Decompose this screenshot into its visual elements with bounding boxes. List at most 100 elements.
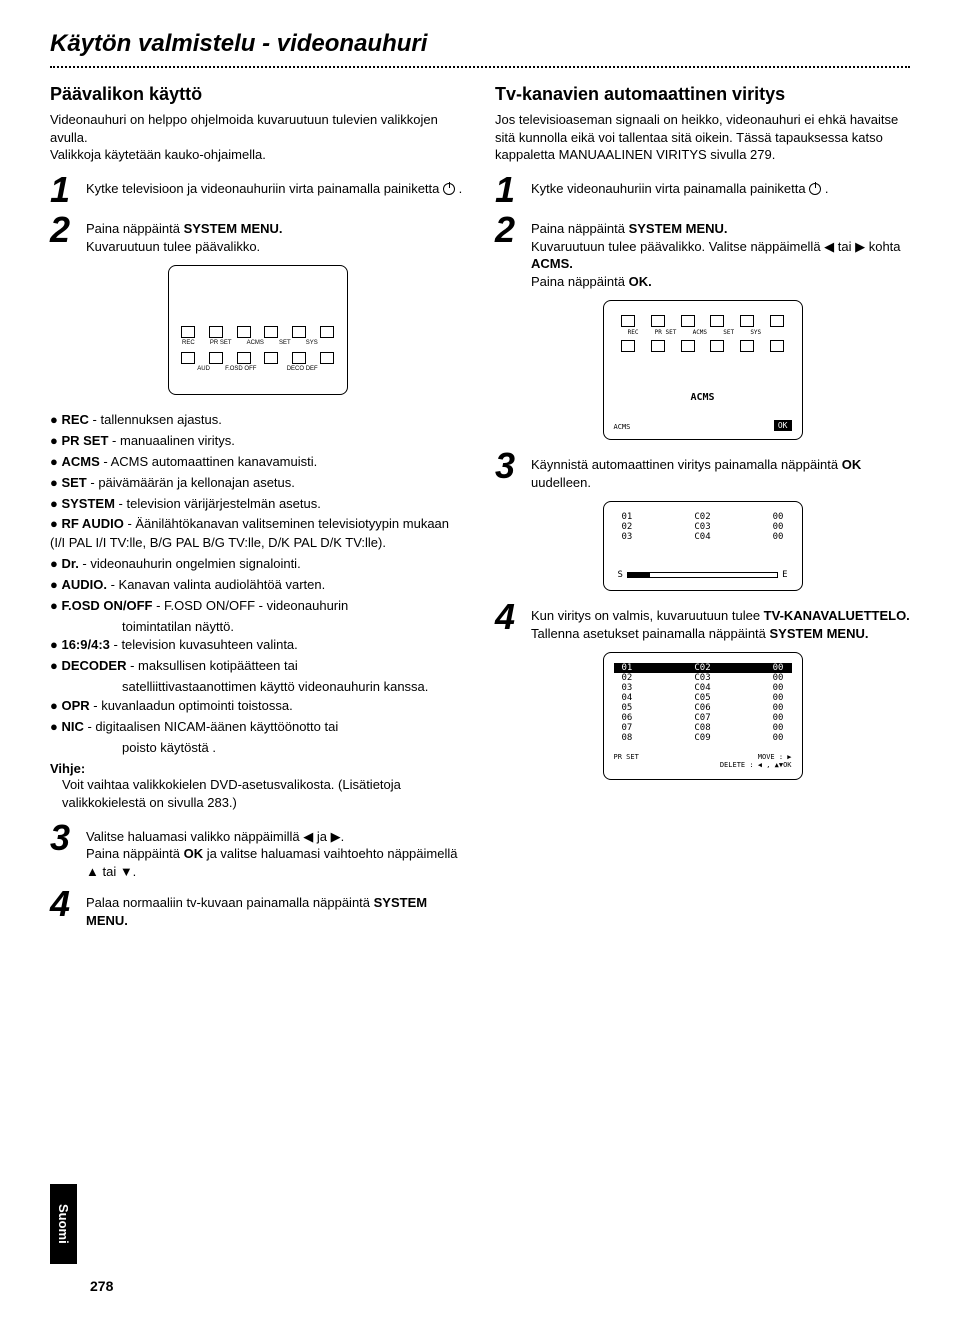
left-column: Päävalikon käyttö Videonauhuri on helppo… (50, 84, 465, 937)
bullet-item: F.OSD ON/OFF - F.OSD ON/OFF - videonauhu… (50, 597, 465, 616)
left-step-4: 4 Palaa normaaliin tv-kuvaan painamalla … (50, 888, 465, 929)
r-step1-text: Kytke videonauhuriin virta painamalla pa… (531, 181, 809, 196)
step-text-3: Valitse haluamasi valikko näppäimillä ◀ … (86, 822, 465, 881)
menu-label: PR SET (210, 340, 232, 346)
acms-iconrow2 (614, 340, 792, 352)
r-step4-b: TV-KANAVALUETTELO. (764, 608, 910, 623)
step1-text: Kytke televisioon ja videonauhuriin virt… (86, 181, 443, 196)
step2-c: Kuvaruutuun tulee päävalikko. (86, 239, 260, 254)
divider-dotted (50, 66, 910, 68)
menu-label: REC (628, 329, 639, 336)
menu-icon (651, 315, 665, 327)
menu-icon (681, 340, 695, 352)
menu-label: AUD (197, 366, 210, 372)
menu-icon (209, 352, 223, 364)
r-step3-a: Käynnistä automaattinen viritys painamal… (531, 457, 842, 472)
menu-icon (292, 352, 306, 364)
menu-icon (710, 340, 724, 352)
tuning-progress-preview: 01C020002C030003C0400 S E (603, 501, 803, 591)
table-row: 01C0200 (614, 512, 792, 522)
step3-b: Paina näppäintä (86, 846, 184, 861)
right-column: Tv-kanavien automaattinen viritys Jos te… (495, 84, 910, 937)
progress-rows: 01C020002C030003C0400 (614, 512, 792, 542)
bullet-list: REC - tallennuksen ajastus. PR SET - manu… (50, 411, 465, 757)
bullet-item: REC - tallennuksen ajastus. (50, 411, 465, 430)
delete-label: DELETE : (720, 761, 754, 769)
right-step-3: 3 Käynnistä automaattinen viritys painam… (495, 450, 910, 491)
step-number-3: 3 (495, 450, 523, 482)
menu-icon (770, 340, 784, 352)
bullet-item: SYSTEM - television värijärjestelmän ase… (50, 495, 465, 514)
step-text-3: Käynnistä automaattinen viritys painamal… (531, 450, 910, 491)
menu-icon (209, 326, 223, 338)
menu-label: SET (723, 329, 734, 336)
table-row: 07C0800 (614, 723, 792, 733)
r-step2-d: ACMS. (531, 256, 573, 271)
left-step-1: 1 Kytke televisioon ja videonauhuriin vi… (50, 174, 465, 206)
progress-fill (628, 573, 650, 577)
menu-icon (320, 352, 334, 364)
step4-a: Palaa normaaliin tv-kuvaan painamalla nä… (86, 895, 374, 910)
r-step2-b: SYSTEM MENU. (629, 221, 728, 236)
menu-label: SYS (306, 340, 318, 346)
bullet-item: ACMS - ACMS automaattinen kanavamuisti. (50, 453, 465, 472)
menu-icon-row1 (169, 326, 347, 338)
step-number-1: 1 (50, 174, 78, 206)
progress-e-label: E (782, 570, 787, 580)
menu-icon (320, 326, 334, 338)
menu-icon (770, 315, 784, 327)
table-row: 02C0300 (614, 673, 792, 683)
step-text-4: Palaa normaaliin tv-kuvaan painamalla nä… (86, 888, 465, 929)
right-intro: Jos televisioaseman signaali on heikko, … (495, 111, 910, 164)
table-row: 01C0200 (614, 663, 792, 673)
menu-label-row2: AUD F.OSD OFF DECO DEF (169, 366, 347, 372)
r-step2-c: Kuvaruutuun tulee päävalikko. Valitse nä… (531, 239, 901, 254)
acms-menu-preview: REC PR SET ACMS SET SYS ACMS ACMS OK (603, 300, 803, 440)
menu-icon (740, 340, 754, 352)
left-step-2: 2 Paina näppäintä SYSTEM MENU. Kuvaruutu… (50, 214, 465, 255)
page-number: 278 (90, 1278, 113, 1294)
table-row: 03C0400 (614, 532, 792, 542)
menu-label: PR SET (655, 329, 677, 336)
right-step-1: 1 Kytke videonauhuriin virta painamalla … (495, 174, 910, 206)
right-section-title: Tv-kanavien automaattinen viritys (495, 84, 910, 105)
menu-label: ACMS (247, 340, 264, 346)
menu-icon (237, 352, 251, 364)
step-number-2: 2 (50, 214, 78, 246)
menu-icon-row2 (169, 352, 347, 364)
table-row: 03C0400 (614, 683, 792, 693)
r-step2-a: Paina näppäintä (531, 221, 629, 236)
table-row: 04C0500 (614, 693, 792, 703)
step-number-1: 1 (495, 174, 523, 206)
right-step-2: 2 Paina näppäintä SYSTEM MENU. Kuvaruutu… (495, 214, 910, 290)
ok-label: OK (774, 420, 792, 431)
menu-icon (621, 340, 635, 352)
menu-label: F.OSD OFF (225, 366, 256, 372)
menu-icon (651, 340, 665, 352)
content-columns: Päävalikon käyttö Videonauhuri on helppo… (50, 84, 910, 937)
progress-track (627, 572, 778, 578)
acms-center-label: ACMS (614, 392, 792, 403)
menu-icon (621, 315, 635, 327)
bullet-item: DECODER - maksullisen kotipäätteen tai (50, 657, 465, 676)
bullet-item: Dr. - videonauhurin ongelmien signaloint… (50, 555, 465, 574)
step-text-1: Kytke videonauhuriin virta painamalla pa… (531, 174, 828, 198)
acms-label-row1: REC PR SET ACMS SET SYS (614, 329, 792, 336)
r-step4-d: SYSTEM MENU. (770, 626, 869, 641)
channel-rows: 01C020002C030003C040004C050005C060006C07… (614, 663, 792, 743)
bullet-item: 16:9/4:3 - television kuvasuhteen valint… (50, 636, 465, 655)
menu-label: DECO DEF (287, 366, 318, 372)
menu-icon (181, 326, 195, 338)
prset-label: PR SET (614, 753, 639, 769)
step-text-1: Kytke televisioon ja videonauhuriin virt… (86, 174, 462, 198)
power-icon (809, 183, 821, 195)
menu-label-row1: REC PR SET ACMS SET SYS (169, 340, 347, 346)
menu-icon (681, 315, 695, 327)
menu-icon (740, 315, 754, 327)
table-row: 05C0600 (614, 703, 792, 713)
hint-text: Voit vaihtaa valikkokielen DVD-asetusval… (50, 776, 465, 811)
bullet-item: PR SET - manuaalinen viritys. (50, 432, 465, 451)
left-section-title: Päävalikon käyttö (50, 84, 465, 105)
acms-bottom-label: ACMS (614, 423, 631, 431)
progress-s-label: S (618, 570, 623, 580)
